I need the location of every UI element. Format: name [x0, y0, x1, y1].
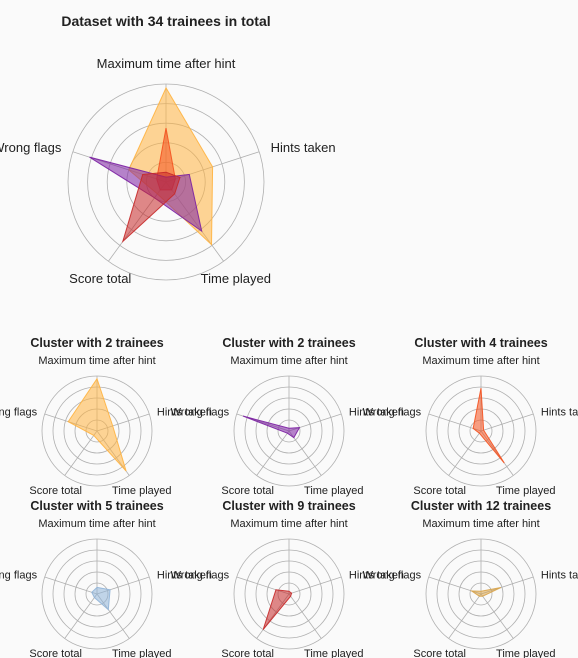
radar-chart-6: Cluster with 12 trainees Maximum time aft…: [363, 499, 578, 658]
axis-label-score-total: Score total: [29, 648, 82, 658]
axis-spoke-time-played: [288, 430, 322, 476]
axis-label-wrong-flags: Wrong flags: [0, 140, 62, 155]
axis-label-wrong-flags: Wrong flags: [363, 570, 422, 582]
series-area-0: [472, 388, 505, 464]
axis-label-score-total: Score total: [221, 648, 274, 658]
axis-label-score-total: Score total: [69, 271, 131, 286]
axis-label-maximum-time-after-hint: Maximum time after hint: [230, 518, 347, 530]
axis-label-time-played: Time played: [304, 648, 364, 658]
chart-title: Dataset with 34 trainees in total: [61, 13, 270, 29]
axis-label-time-played: Time played: [112, 485, 172, 497]
axis-label-time-played: Time played: [496, 485, 556, 497]
series-area-3: [121, 171, 181, 244]
axis-label-hints-taken: Hints taken: [271, 140, 336, 155]
series-area-0: [91, 586, 111, 611]
axis-label-score-total: Score total: [221, 485, 274, 497]
axis-spoke-wrong-flags: [428, 413, 482, 432]
series-area-0: [242, 415, 301, 439]
chart-title: Cluster with 4 trainees: [414, 336, 547, 350]
axis-spoke-time-played: [288, 593, 322, 639]
axis-label-time-played: Time played: [201, 271, 271, 286]
axis-label-maximum-time-after-hint: Maximum time after hint: [422, 355, 539, 367]
chart-title: Cluster with 9 trainees: [222, 499, 355, 513]
radar-chart-5: Cluster with 9 trainees Maximum time afte…: [171, 499, 404, 658]
axis-spoke-score-total: [64, 593, 98, 639]
series-area-2: [89, 156, 203, 233]
axis-label-wrong-flags: Wrong flags: [0, 570, 38, 582]
axis-label-time-played: Time played: [304, 485, 364, 497]
chart-title: Cluster with 2 trainees: [222, 336, 355, 350]
axis-spoke-time-played: [480, 593, 514, 639]
axis-label-maximum-time-after-hint: Maximum time after hint: [38, 355, 155, 367]
axis-label-hints-taken: Hints taken: [157, 570, 212, 582]
series-area-0: [262, 589, 293, 630]
axis-label-hints-taken: Hints taken: [541, 407, 578, 419]
axis-label-hints-taken: Hints taken: [349, 407, 404, 419]
axis-label-score-total: Score total: [413, 485, 466, 497]
axis-label-score-total: Score total: [29, 485, 82, 497]
axis-spoke-score-total: [448, 430, 482, 476]
axis-spoke-hints-taken: [288, 576, 342, 595]
radar-chart-1: Cluster with 2 trainees Maximum time afte…: [0, 336, 212, 497]
axis-label-score-total: Score total: [413, 648, 466, 658]
radar-chart-0: Dataset with 34 trainees in total Maximum…: [0, 13, 336, 286]
radar-chart-2: Cluster with 2 trainees Maximum time afte…: [171, 336, 404, 497]
radar-chart-3: Cluster with 4 trainees Maximum time afte…: [363, 336, 578, 497]
axis-label-time-played: Time played: [112, 648, 172, 658]
axis-label-hints-taken: Hints taken: [157, 407, 212, 419]
axis-label-wrong-flags: Wrong flags: [0, 407, 38, 419]
axis-label-hints-taken: Hints taken: [349, 570, 404, 582]
chart-title: Cluster with 2 trainees: [30, 336, 163, 350]
axis-label-hints-taken: Hints taken: [541, 570, 578, 582]
axis-label-wrong-flags: Wrong flags: [171, 407, 230, 419]
radar-chart-4: Cluster with 5 trainees Maximum time afte…: [0, 499, 212, 658]
axis-spoke-wrong-flags: [44, 576, 98, 595]
axis-label-wrong-flags: Wrong flags: [363, 407, 422, 419]
axis-spoke-hints-taken: [480, 413, 534, 432]
series-area-0: [67, 377, 127, 472]
axis-label-maximum-time-after-hint: Maximum time after hint: [230, 355, 347, 367]
axis-label-maximum-time-after-hint: Maximum time after hint: [97, 56, 236, 71]
axis-spoke-score-total: [256, 430, 290, 476]
axis-label-time-played: Time played: [496, 648, 556, 658]
axis-label-maximum-time-after-hint: Maximum time after hint: [38, 518, 155, 530]
axis-spoke-score-total: [448, 593, 482, 639]
axis-spoke-score-total: [64, 430, 98, 476]
axis-label-maximum-time-after-hint: Maximum time after hint: [422, 518, 539, 530]
axis-label-wrong-flags: Wrong flags: [171, 570, 230, 582]
series-area-0: [469, 587, 502, 597]
chart-title: Cluster with 12 trainees: [411, 499, 551, 513]
chart-title: Cluster with 5 trainees: [30, 499, 163, 513]
